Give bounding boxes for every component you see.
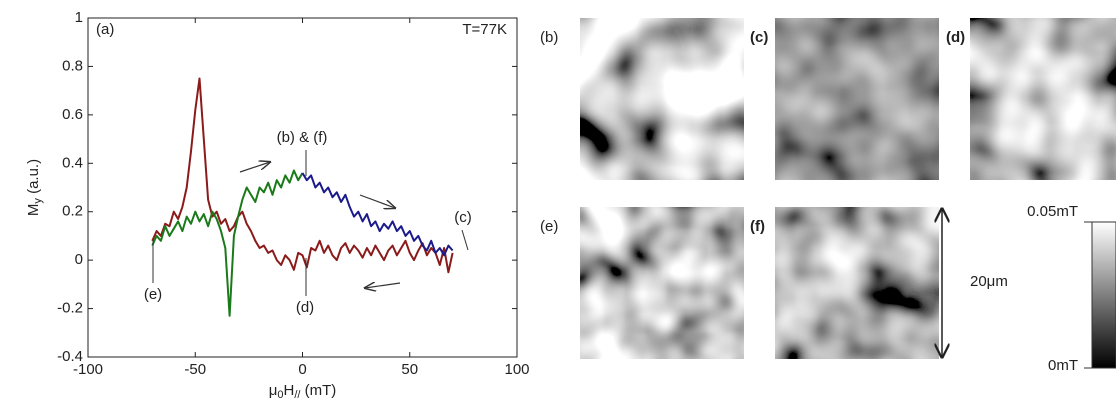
data-line [301, 172, 454, 257]
y-tick-label: 0.4 [62, 154, 83, 171]
y-tick-label: 0.6 [62, 106, 83, 123]
x-tick-label: -50 [184, 361, 206, 378]
panel-label: (c) [750, 29, 768, 46]
y-tick-label: 0 [75, 251, 83, 268]
image-f [775, 207, 939, 359]
annotation: (a) [96, 21, 114, 38]
sweep-arrow [239, 162, 270, 173]
image-c [775, 18, 939, 180]
data-line [151, 169, 304, 317]
annotation: (d) [296, 299, 314, 316]
annotation: (e) [144, 286, 162, 303]
panel-label: (b) [540, 29, 558, 46]
x-tick-label: 50 [401, 361, 418, 378]
x-axis-label-part: // [294, 389, 301, 401]
y-tick-label: 0.2 [62, 203, 83, 220]
colorbar-label: 0.05mT [1027, 203, 1078, 220]
annotation: (c) [454, 209, 472, 226]
x-axis-label: μ0H// (mT) [269, 382, 337, 401]
panel-label: (f) [750, 218, 765, 235]
y-tick-label: 0.8 [62, 57, 83, 74]
y-axis-label-part: y [32, 198, 44, 204]
data-line [151, 77, 454, 274]
annotation: (b) & (f) [277, 129, 328, 146]
x-tick-label: 0 [298, 361, 306, 378]
y-tick-label: 1 [75, 9, 83, 26]
panel-label: (e) [540, 218, 558, 235]
image-b [580, 18, 744, 180]
x-axis-label-part: H [283, 382, 294, 399]
x-tick-label: -100 [73, 361, 103, 378]
colorbar-label: 0mT [1048, 357, 1078, 374]
colorbar [1091, 221, 1116, 369]
sweep-arrow [365, 283, 401, 288]
x-axis-label-part: (mT) [300, 382, 336, 399]
image-d [970, 18, 1116, 180]
panel-label: (d) [946, 29, 965, 46]
y-axis-label-part: (a.u.) [25, 159, 42, 198]
y-tick-label: -0.4 [57, 348, 83, 365]
annotation: T=77K [462, 21, 507, 38]
y-axis-label-part: M [25, 204, 42, 217]
x-tick-label: 100 [504, 361, 529, 378]
x-axis-label-part: μ [269, 382, 278, 399]
y-tick-label: -0.2 [57, 300, 83, 317]
image-e [580, 207, 744, 359]
y-axis-label: My (a.u.) [25, 159, 44, 216]
scale-label: 20μm [970, 273, 1008, 290]
sweep-arrow [359, 194, 395, 208]
x-axis-label-part: 0 [277, 389, 283, 401]
annotation-leader [461, 229, 469, 251]
